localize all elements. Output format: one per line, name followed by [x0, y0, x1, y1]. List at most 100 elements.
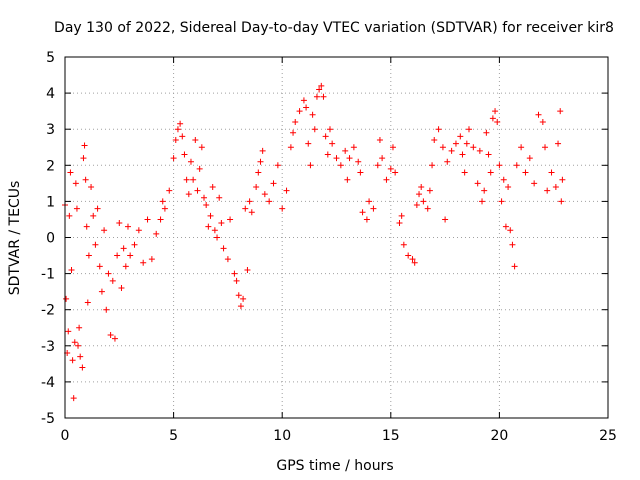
data-point: [370, 205, 377, 212]
data-point: [487, 169, 494, 176]
data-point: [511, 263, 518, 270]
data-point: [489, 115, 496, 122]
data-point: [242, 205, 249, 212]
data-point: [161, 205, 168, 212]
data-point: [502, 223, 509, 230]
data-point: [494, 118, 501, 125]
data-point: [452, 140, 459, 147]
data-point: [174, 126, 181, 133]
data-point: [140, 259, 147, 266]
data-point: [224, 256, 231, 263]
data-point: [557, 108, 564, 115]
y-tick-label: 2: [46, 158, 55, 174]
plot-border: [64, 56, 609, 419]
data-point: [127, 252, 134, 259]
y-tick-label: -3: [41, 339, 55, 355]
data-point: [500, 176, 507, 183]
data-point: [79, 364, 86, 371]
data-point: [457, 133, 464, 140]
y-tick-label: 4: [46, 86, 55, 102]
data-point: [552, 183, 559, 190]
data-point: [185, 191, 192, 198]
data-point: [246, 198, 253, 205]
data-point: [405, 252, 412, 259]
data-point: [544, 187, 551, 194]
data-point: [535, 111, 542, 118]
y-tick-label: -5: [41, 411, 55, 427]
data-point: [559, 176, 566, 183]
data-point: [303, 104, 310, 111]
data-point: [92, 241, 99, 248]
data-point: [75, 342, 82, 349]
data-point: [387, 165, 394, 172]
data-point: [235, 292, 242, 299]
data-point: [177, 120, 184, 127]
data-point: [205, 223, 212, 230]
data-point: [498, 198, 505, 205]
data-point: [479, 198, 486, 205]
y-tick-label: -4: [41, 375, 55, 391]
data-point: [366, 198, 373, 205]
data-point: [135, 227, 142, 234]
data-point: [542, 144, 549, 151]
data-point: [492, 108, 499, 115]
data-point: [244, 266, 251, 273]
data-point: [539, 118, 546, 125]
data-point: [77, 353, 84, 360]
data-point: [270, 180, 277, 187]
data-point: [187, 158, 194, 165]
data-point: [474, 180, 481, 187]
data-point: [148, 256, 155, 263]
y-axis-label: SDTVAR / TECUs: [7, 181, 23, 296]
data-point: [459, 151, 466, 158]
data-point: [333, 155, 340, 162]
y-tick-label: 5: [46, 50, 55, 66]
data-point: [248, 209, 255, 216]
data-point: [274, 162, 281, 169]
data-point: [96, 263, 103, 270]
data-point: [418, 183, 425, 190]
data-point: [322, 133, 329, 140]
data-point: [324, 151, 331, 158]
data-point: [103, 306, 110, 313]
data-point: [518, 144, 525, 151]
x-axis-ticks: 0 5 10 15 20 25: [61, 57, 617, 444]
data-point: [350, 144, 357, 151]
data-point: [376, 137, 383, 144]
data-point: [337, 162, 344, 169]
data-point: [190, 176, 197, 183]
data-point: [513, 162, 520, 169]
data-point: [73, 205, 80, 212]
data-point: [192, 137, 199, 144]
data-point: [159, 198, 166, 205]
data-point: [329, 140, 336, 147]
data-point: [470, 144, 477, 151]
data-point: [448, 147, 455, 154]
data-point: [72, 180, 79, 187]
data-point: [85, 252, 92, 259]
data-point: [309, 111, 316, 118]
data-point: [357, 169, 364, 176]
data-point: [287, 144, 294, 151]
data-point: [207, 212, 214, 219]
data-point: [240, 295, 247, 302]
data-point: [439, 144, 446, 151]
data-point: [63, 295, 70, 302]
data-point: [311, 126, 318, 133]
data-point: [411, 259, 418, 266]
data-point: [509, 241, 516, 248]
data-point: [279, 205, 286, 212]
data-point: [109, 277, 116, 284]
data-point: [82, 176, 89, 183]
data-point: [359, 209, 366, 216]
data-point: [214, 234, 221, 241]
data-point: [194, 187, 201, 194]
data-point: [66, 212, 73, 219]
x-tick-label: 20: [490, 428, 508, 444]
x-tick-label: 15: [382, 428, 400, 444]
data-point: [198, 144, 205, 151]
data-point: [65, 328, 72, 335]
data-point: [496, 162, 503, 169]
data-point: [400, 241, 407, 248]
